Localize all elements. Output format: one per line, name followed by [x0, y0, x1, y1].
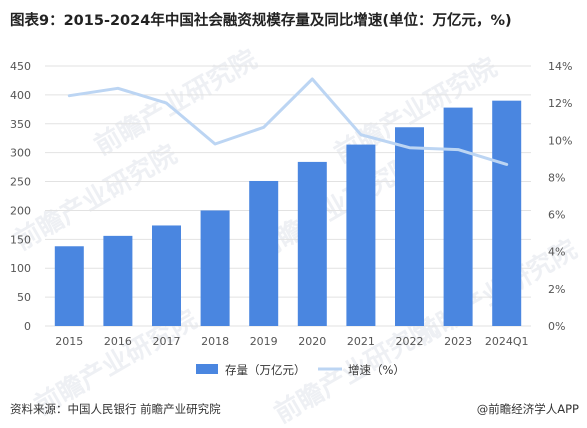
bar-2023	[443, 107, 473, 326]
left-tick-label: 150	[10, 233, 31, 246]
right-tick-label: 14%	[548, 60, 572, 73]
left-axis: 0 50 100 150 200 250 300 350 400 450	[10, 60, 31, 333]
right-tick-label: 10%	[548, 134, 572, 147]
left-tick-label: 450	[10, 60, 31, 73]
right-tick-label: 0%	[548, 320, 565, 333]
growth-line	[67, 77, 509, 166]
left-tick-label: 100	[10, 262, 31, 275]
bar-2022	[395, 127, 424, 326]
watermark-text: 前瞻产业研究院	[89, 44, 262, 162]
legend-line-label: 增速（%）	[348, 363, 405, 377]
x-tick-label: 2017	[153, 335, 181, 348]
bar-2018	[200, 210, 230, 326]
x-tick-label: 2019	[250, 335, 278, 348]
left-tick-label: 0	[24, 320, 31, 333]
right-axis: 0% 2% 4% 6% 8% 10% 12% 14%	[548, 60, 572, 333]
x-axis: 2015 2016 2017 2018 2019 2020 2021 2022 2023 2024…	[55, 335, 528, 348]
left-tick-label: 250	[10, 176, 31, 189]
bar-2019	[249, 180, 279, 326]
left-tick-label: 300	[10, 147, 31, 160]
bar-series	[54, 100, 522, 327]
x-tick-label: 2018	[201, 335, 229, 348]
left-tick-label: 200	[10, 204, 31, 217]
line-series	[67, 77, 509, 166]
bar-2017	[152, 225, 181, 326]
legend-bar-swatch	[196, 364, 218, 374]
legend-bar-label: 存量（万亿元）	[225, 363, 306, 377]
bar-2021	[346, 144, 376, 326]
x-tick-label: 2020	[298, 335, 326, 348]
left-tick-label: 400	[10, 89, 31, 102]
chart-title: 图表9：2015-2024年中国社会融资规模存量及同比增速(单位：万亿元，%)	[10, 13, 512, 29]
x-tick-label: 2022	[396, 335, 424, 348]
left-tick-label: 50	[17, 291, 31, 304]
right-tick-label: 6%	[548, 209, 565, 222]
x-tick-label: 2015	[55, 335, 83, 348]
right-tick-label: 12%	[548, 97, 572, 110]
right-tick-label: 4%	[548, 246, 565, 259]
x-tick-label: 2024Q1	[485, 335, 529, 348]
source-note: 资料来源：中国人民银行 前瞻产业研究院	[10, 402, 221, 416]
x-tick-label: 2016	[104, 335, 132, 348]
bar-2024Q1	[492, 100, 522, 327]
x-tick-label: 2021	[347, 335, 375, 348]
bar-2015	[54, 246, 84, 326]
left-tick-label: 350	[10, 118, 31, 131]
legend: 存量（万亿元） 增速（%）	[196, 363, 405, 377]
bar-2016	[103, 235, 133, 326]
credit-note: @前瞻经济学人APP	[476, 402, 579, 416]
right-tick-label: 8%	[548, 171, 565, 184]
bar-2020	[297, 161, 327, 326]
x-tick-label: 2023	[444, 335, 472, 348]
right-tick-label: 2%	[548, 283, 565, 296]
